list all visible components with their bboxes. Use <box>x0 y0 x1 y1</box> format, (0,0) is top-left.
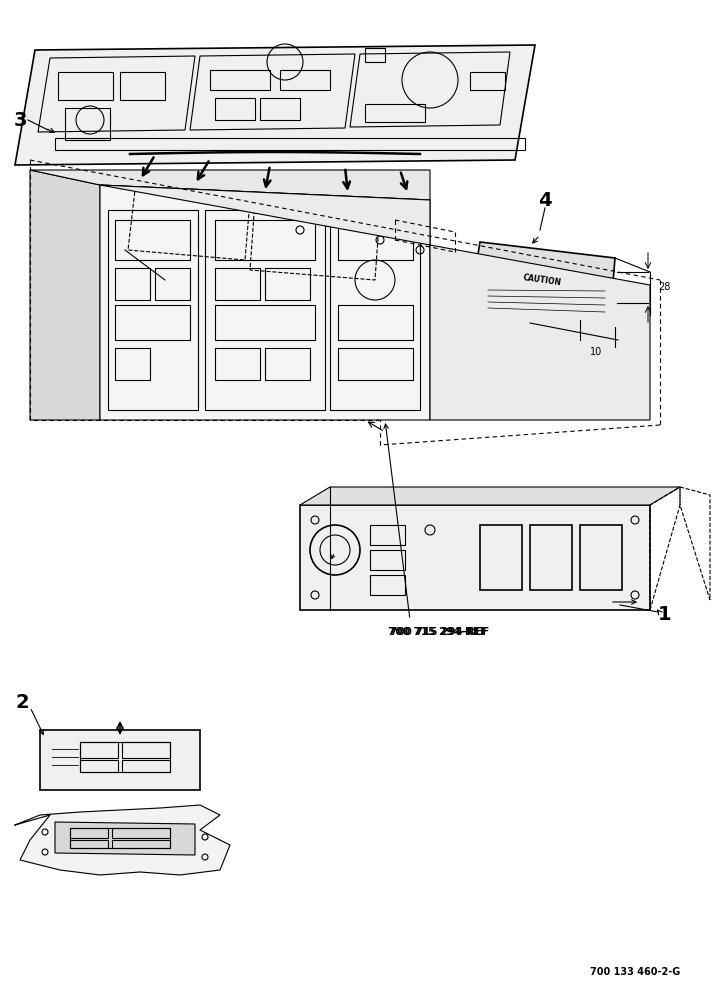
Bar <box>215 98 255 120</box>
Bar <box>70 828 108 838</box>
Bar <box>70 828 170 848</box>
Polygon shape <box>15 805 230 875</box>
Polygon shape <box>15 45 535 165</box>
Bar <box>370 550 405 570</box>
Text: 1: 1 <box>658 605 672 624</box>
Bar <box>280 70 330 90</box>
Text: 700 133 460-2-G: 700 133 460-2-G <box>590 967 680 977</box>
Bar <box>338 220 413 260</box>
Text: 28: 28 <box>658 282 670 292</box>
Text: 4: 4 <box>538 190 552 210</box>
Text: 700 715 294-REF: 700 715 294-REF <box>390 627 489 637</box>
Bar <box>365 104 425 122</box>
Polygon shape <box>30 170 100 420</box>
Text: 10: 10 <box>590 347 602 357</box>
Text: CAUTION: CAUTION <box>522 273 562 287</box>
Bar <box>58 72 113 100</box>
Bar <box>338 348 413 380</box>
Bar <box>300 505 650 610</box>
Bar <box>122 742 170 758</box>
Bar <box>265 348 310 380</box>
Bar <box>115 220 190 260</box>
Bar <box>215 348 260 380</box>
Bar <box>470 72 505 90</box>
Text: 700 715 294-REF: 700 715 294-REF <box>388 627 487 637</box>
Polygon shape <box>30 170 430 200</box>
Bar <box>480 525 522 590</box>
Bar <box>260 98 300 120</box>
Bar <box>80 742 170 772</box>
Text: 3: 3 <box>13 110 27 129</box>
Polygon shape <box>100 185 430 420</box>
Bar <box>330 210 420 410</box>
Bar <box>530 525 572 590</box>
Bar <box>155 268 190 300</box>
Bar <box>112 828 170 838</box>
Bar <box>215 220 315 260</box>
Bar <box>115 348 150 380</box>
Bar <box>115 268 150 300</box>
Bar <box>265 268 310 300</box>
Bar <box>215 305 315 340</box>
Bar <box>580 525 622 590</box>
Bar <box>112 840 170 848</box>
Bar <box>365 48 385 62</box>
Bar <box>70 840 108 848</box>
Bar <box>108 210 198 410</box>
Bar <box>65 108 110 140</box>
Polygon shape <box>470 242 615 320</box>
Bar <box>370 525 405 545</box>
Polygon shape <box>100 185 650 420</box>
Bar <box>215 268 260 300</box>
Bar <box>205 210 325 410</box>
Bar <box>122 760 170 772</box>
Bar <box>55 138 525 150</box>
Bar <box>210 70 270 90</box>
Bar <box>338 305 413 340</box>
Bar <box>115 305 190 340</box>
Bar <box>80 742 118 758</box>
Polygon shape <box>300 487 680 505</box>
Text: 2: 2 <box>15 692 29 712</box>
Polygon shape <box>55 822 195 855</box>
Bar <box>120 72 165 100</box>
Bar <box>80 760 118 772</box>
Polygon shape <box>40 730 200 790</box>
Bar <box>370 575 405 595</box>
